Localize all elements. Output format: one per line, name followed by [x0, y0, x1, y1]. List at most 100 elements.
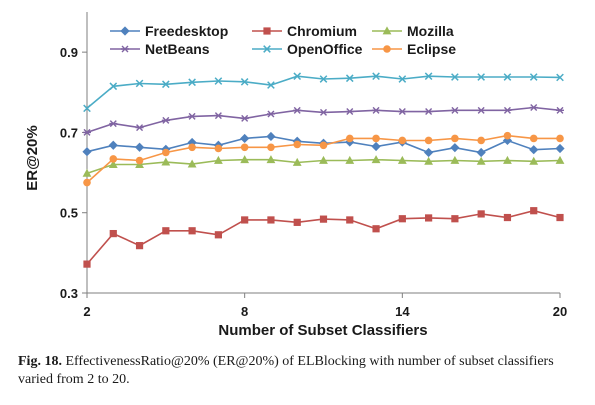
data-point-freedesktop [240, 133, 250, 144]
data-point-eclipse [240, 143, 249, 152]
data-point-mozilla [292, 157, 302, 166]
data-point-eclipse [162, 148, 170, 157]
data-point-freedesktop [82, 147, 92, 157]
y-tick-label: 0.9 [60, 45, 78, 60]
data-point-eclipse [319, 141, 328, 150]
data-point-eclipse [556, 134, 564, 143]
data-point-netbeans [293, 106, 302, 114]
data-point-mozilla [82, 168, 92, 177]
data-point-mozilla [424, 156, 434, 165]
caption-text: EffectivenessRatio@20% (ER@20%) of ELBlo… [18, 354, 554, 387]
data-point-freedesktop [529, 145, 539, 155]
series-layer [82, 72, 565, 268]
data-point-mozilla [555, 155, 565, 164]
legend: Freedesktop Chromium Mozilla NetBeans OpenOf… [110, 23, 456, 57]
data-point-openoffice [109, 82, 118, 91]
series-line-netbeans [86, 106, 561, 134]
data-point-mozilla [371, 155, 381, 164]
data-point-openoffice [345, 74, 354, 83]
data-point-chromium [556, 213, 564, 222]
data-point-netbeans [372, 106, 381, 114]
data-point-netbeans [161, 116, 170, 124]
data-point-netbeans [529, 104, 538, 112]
legend-marker [382, 26, 392, 35]
data-point-freedesktop [134, 142, 145, 152]
data-point-chromium [267, 216, 275, 224]
data-point-openoffice [83, 104, 91, 113]
data-point-openoffice [451, 73, 459, 81]
data-point-mozilla [161, 157, 171, 166]
data-point-eclipse [293, 140, 302, 149]
data-point-eclipse [83, 178, 91, 187]
data-point-mozilla [503, 155, 512, 164]
legend-label: NetBeans [145, 41, 210, 57]
data-point-openoffice [214, 77, 223, 85]
data-point-netbeans [109, 120, 118, 128]
data-point-openoffice [162, 80, 170, 89]
data-point-eclipse [135, 156, 144, 165]
data-point-freedesktop [108, 140, 118, 150]
x-tick-label: 14 [395, 304, 410, 319]
y-axis-title: ER@20% [24, 125, 41, 191]
data-point-eclipse [214, 144, 223, 153]
data-point-freedesktop [371, 141, 381, 152]
data-point-eclipse [188, 143, 196, 152]
data-point-mozilla [529, 156, 539, 165]
legend-marker [263, 27, 271, 35]
data-point-chromium [293, 218, 301, 226]
legend-item-freedesktop: Freedesktop [110, 23, 228, 39]
data-point-eclipse [424, 136, 433, 145]
legend-item-mozilla: Mozilla [372, 23, 454, 39]
data-point-chromium [109, 229, 117, 238]
legend-item-netbeans: NetBeans [110, 41, 210, 57]
x-tick-label: 20 [553, 304, 567, 319]
legend-marker [263, 45, 271, 53]
data-point-mozilla [345, 155, 355, 164]
data-point-openoffice [293, 72, 302, 81]
x-axis-title: Number of Subset Classifiers [218, 322, 427, 339]
data-point-mozilla [213, 155, 223, 164]
legend-item-chromium: Chromium [252, 23, 357, 39]
data-point-netbeans [450, 106, 459, 114]
legend-label: Freedesktop [145, 23, 228, 39]
data-point-mozilla [240, 155, 250, 164]
data-point-netbeans [319, 108, 328, 116]
data-point-openoffice [267, 81, 275, 89]
data-point-chromium [241, 216, 249, 224]
y-tick-label: 0.3 [60, 286, 78, 301]
legend-marker [121, 45, 129, 53]
legend-marker [120, 26, 130, 36]
data-point-chromium [188, 227, 196, 235]
data-point-openoffice [240, 78, 249, 86]
data-point-netbeans [83, 128, 91, 136]
data-point-openoffice [135, 79, 144, 88]
data-point-chromium [372, 225, 380, 233]
data-point-mozilla [476, 156, 486, 165]
data-point-eclipse [109, 155, 118, 163]
data-point-chromium [530, 207, 538, 215]
data-point-chromium [162, 227, 170, 235]
data-point-netbeans [135, 124, 144, 132]
legend-item-eclipse: Eclipse [372, 41, 456, 57]
y-tick-label: 0.7 [60, 125, 78, 140]
data-point-openoffice [503, 73, 512, 81]
legend-item-openoffice: OpenOffice [252, 41, 363, 57]
data-point-chromium [398, 215, 406, 223]
series-openoffice [83, 72, 564, 113]
data-point-netbeans [424, 108, 433, 116]
data-point-openoffice [372, 72, 380, 81]
data-point-freedesktop [424, 147, 434, 158]
data-point-chromium [83, 260, 91, 268]
data-point-openoffice [477, 73, 485, 81]
x-tick-label: 8 [241, 304, 248, 319]
data-point-eclipse [398, 136, 407, 145]
data-point-netbeans [345, 108, 354, 116]
data-point-chromium [214, 231, 222, 239]
data-point-netbeans [556, 106, 564, 114]
data-point-eclipse [503, 131, 512, 140]
legend-marker [383, 45, 391, 53]
series-eclipse [83, 131, 564, 187]
line-chart: 0.3 0.5 0.7 0.9 2 8 14 20 Freedesktop Chromium Mo… [24, 12, 567, 339]
data-point-chromium [346, 216, 354, 224]
data-point-openoffice [424, 72, 433, 81]
